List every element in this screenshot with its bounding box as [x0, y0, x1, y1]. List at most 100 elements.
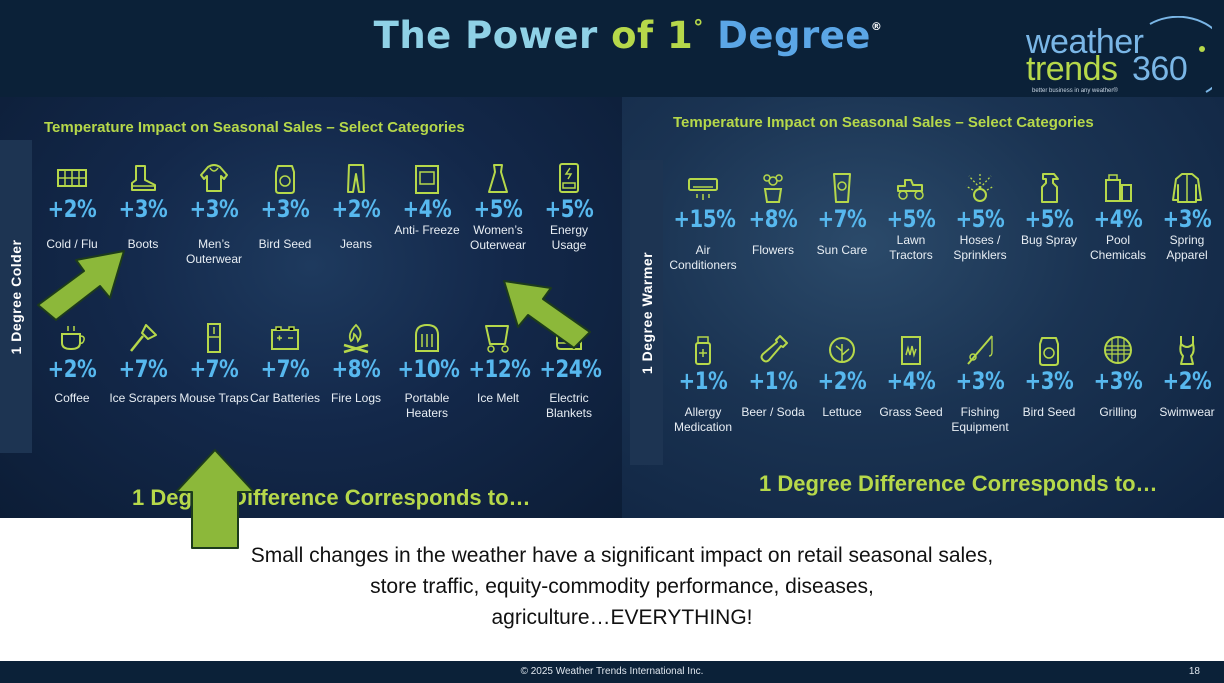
- item-value: +2%: [331, 195, 381, 223]
- warmer-item: +8% Flowers: [737, 171, 809, 258]
- sunscreen-icon: [833, 173, 851, 203]
- dress-icon: [488, 164, 508, 193]
- item-label: Jeans: [339, 237, 373, 251]
- item-value: +3%: [260, 195, 310, 223]
- grass-seed-icon: [901, 336, 921, 365]
- item-value: +2%: [817, 367, 867, 395]
- lawn-tractor-icon: [897, 179, 924, 200]
- item-value: +2%: [47, 355, 97, 383]
- item-value: +8%: [331, 355, 381, 383]
- item-value: +3%: [1024, 367, 1074, 395]
- item-value: +2%: [47, 195, 97, 223]
- warmer-item: +3% Spring Apparel: [1151, 171, 1223, 263]
- swimsuit-icon: [1179, 336, 1195, 365]
- warmer-item: +5% Lawn Tractors: [875, 171, 947, 263]
- item-label: Fishing Equipment: [951, 405, 1009, 434]
- warmer-panel: Temperature Impact on Seasonal Sales – S…: [622, 97, 1224, 518]
- bottle-icon: [760, 335, 788, 363]
- item-label: Anti- Freeze: [394, 223, 460, 237]
- warmer-item: +1% Allergy Medication: [667, 333, 739, 435]
- grill-icon: [1104, 336, 1132, 364]
- lettuce-icon: [829, 337, 855, 363]
- item-value: +5%: [955, 205, 1005, 233]
- item-value: +7%: [118, 355, 168, 383]
- warmer-item: +2% Swimwear: [1151, 333, 1223, 420]
- logo-word-trends: trends: [1026, 50, 1118, 88]
- item-label: Bug Spray: [1020, 233, 1078, 247]
- item-value: +3%: [955, 367, 1005, 395]
- colder-arrow-1-icon: [37, 250, 125, 321]
- colder-item: +5% Energy Usage: [533, 161, 605, 253]
- item-label: Car Batteries: [249, 391, 321, 405]
- item-value: +10%: [397, 355, 460, 383]
- colder-item: +3% Men’s Outerwear: [178, 161, 250, 267]
- colder-item: +5% Women’s Outerwear: [462, 161, 534, 253]
- caption-line-1: Small changes in the weather have a sign…: [250, 544, 994, 567]
- item-label: Electric Blankets: [545, 391, 593, 420]
- item-value: +5%: [886, 205, 936, 233]
- logo-arc-icon: [1149, 16, 1212, 93]
- sprinkler-icon: [965, 174, 995, 202]
- warmer-difference-text: 1 Degree Difference Corresponds to…: [759, 471, 1158, 496]
- warmer-item: +15% Air Conditioners: [667, 171, 739, 273]
- item-label: Spring Apparel: [1166, 233, 1208, 262]
- item-value: +3%: [1093, 367, 1143, 395]
- item-value: +3%: [118, 195, 168, 223]
- colder-side-label: 1 Degree Colder: [8, 239, 24, 354]
- item-label: Hoses / Sprinklers: [953, 233, 1007, 262]
- item-value: +7%: [817, 205, 867, 233]
- warmer-side-label: 1 Degree Warmer: [638, 251, 655, 374]
- colder-item: +7% Car Batteries: [249, 321, 321, 406]
- colder-item: +7% Mouse Traps: [178, 321, 250, 406]
- logo-word-360: 360: [1132, 50, 1188, 88]
- colder-panel-heading: Temperature Impact on Seasonal Sales – S…: [44, 119, 465, 136]
- item-value: +3%: [189, 195, 239, 223]
- item-value: +2%: [1162, 367, 1212, 395]
- item-value: +12%: [468, 355, 531, 383]
- colder-item: +12% Ice Melt: [462, 321, 534, 406]
- item-value: +4%: [1093, 205, 1143, 233]
- warmer-item: +3% Fishing Equipment: [944, 333, 1016, 435]
- item-label: Boots: [127, 237, 159, 251]
- item-value: +24%: [539, 355, 602, 383]
- item-label: Ice Melt: [476, 391, 519, 405]
- colder-item: +24% Electric Blankets: [533, 321, 605, 421]
- logo-tagline: better business in any weather®: [1032, 88, 1118, 94]
- item-label: Flowers: [751, 243, 794, 257]
- flower-pot-icon: [763, 174, 783, 203]
- warmer-item: +3% Bird Seed: [1013, 333, 1085, 420]
- warmer-item: +4% Pool Chemicals: [1082, 171, 1154, 263]
- footer-bar: © 2025 Weather Trends International Inc.…: [0, 661, 1224, 683]
- colder-item: +10% Portable Heaters: [391, 321, 463, 421]
- item-label: Energy Usage: [549, 223, 589, 252]
- colder-item: +2% Coffee: [36, 321, 108, 406]
- item-label: Women’s Outerwear: [469, 223, 527, 252]
- hoodie-icon: [200, 164, 228, 192]
- title-registered-mark: ®: [870, 20, 883, 33]
- item-label: Mouse Traps: [179, 391, 249, 405]
- car-battery-icon: [271, 326, 299, 350]
- header-bar: The Power of 1° Degree® weather trends 3…: [0, 0, 1224, 97]
- slide-caption: Small changes in the weather have a sign…: [0, 540, 1224, 633]
- item-value: +15%: [673, 205, 736, 233]
- colder-item: +8% Fire Logs: [320, 321, 392, 406]
- item-value: +3%: [1162, 205, 1212, 233]
- item-label: Beer / Soda: [741, 405, 805, 419]
- coffee-cup-icon: [61, 326, 85, 351]
- caption-line-2: store traffic, equity-commodity performa…: [370, 575, 874, 598]
- title-part-1: The Power: [373, 14, 598, 57]
- warmer-item: +7% Sun Care: [806, 171, 878, 258]
- colder-item: +2% Jeans: [320, 161, 392, 252]
- warmer-item: +5% Hoses / Sprinklers: [944, 171, 1016, 263]
- colder-side-tab: 1 Degree Colder: [0, 140, 32, 453]
- cold-flu-icon: [57, 169, 87, 187]
- item-label: Allergy Medication: [673, 405, 733, 434]
- colder-item: +3% Bird Seed: [249, 161, 321, 252]
- boot-icon: [131, 165, 156, 191]
- item-label: Lawn Tractors: [889, 233, 933, 262]
- fishing-rod-icon: [967, 335, 993, 365]
- bird-seed-bag-icon: [275, 165, 295, 194]
- spray-bottle-icon: [1041, 173, 1059, 203]
- page-number: 18: [1188, 666, 1200, 677]
- colder-item: +4% Anti- Freeze: [391, 161, 463, 238]
